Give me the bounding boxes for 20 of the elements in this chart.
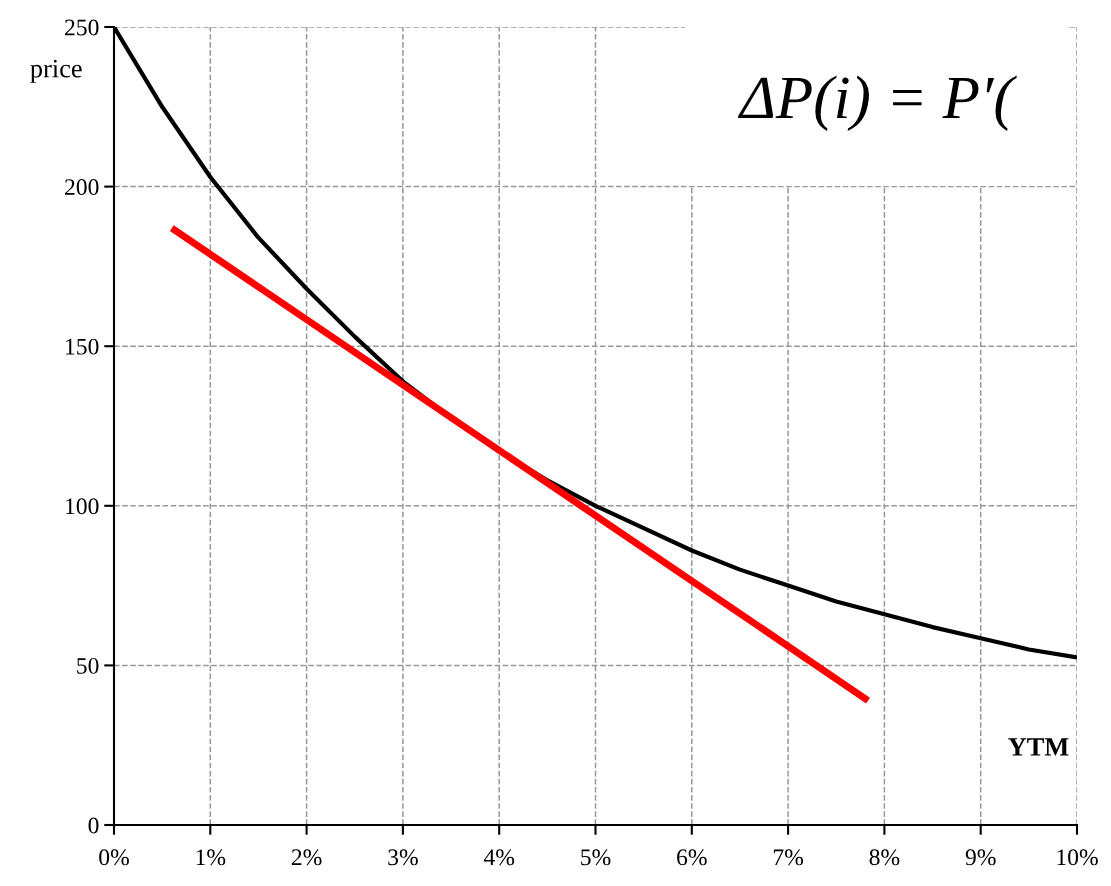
x-tick-label: 0%: [99, 849, 129, 866]
y-tick-label: 100: [66, 498, 99, 515]
y-tick-label: 250: [65, 19, 99, 36]
y-tick-label: 150: [66, 338, 99, 355]
x-tick-label: 10%: [1057, 849, 1098, 866]
x-tick-label: 6%: [677, 849, 707, 866]
y-axis-title: price: [30, 59, 82, 83]
x-tick-label: 8%: [869, 849, 900, 866]
y-tick-label: 200: [65, 179, 99, 196]
x-tick-label: 7%: [773, 849, 804, 866]
x-tick-label: 1%: [196, 849, 226, 866]
x-tick-label: 9%: [965, 849, 996, 866]
y-tick-label: 0: [88, 817, 99, 834]
annotation: ΔP(i) = P′(: [737, 75, 1017, 132]
x-tick-label: 3%: [388, 849, 418, 866]
x-tick-label: 2%: [291, 849, 322, 866]
x-tick-label: 5%: [581, 849, 611, 866]
y-tick-label: 50: [77, 657, 99, 674]
x-axis-title: YTM: [1008, 738, 1069, 756]
x-tick-label: 4%: [483, 849, 515, 866]
